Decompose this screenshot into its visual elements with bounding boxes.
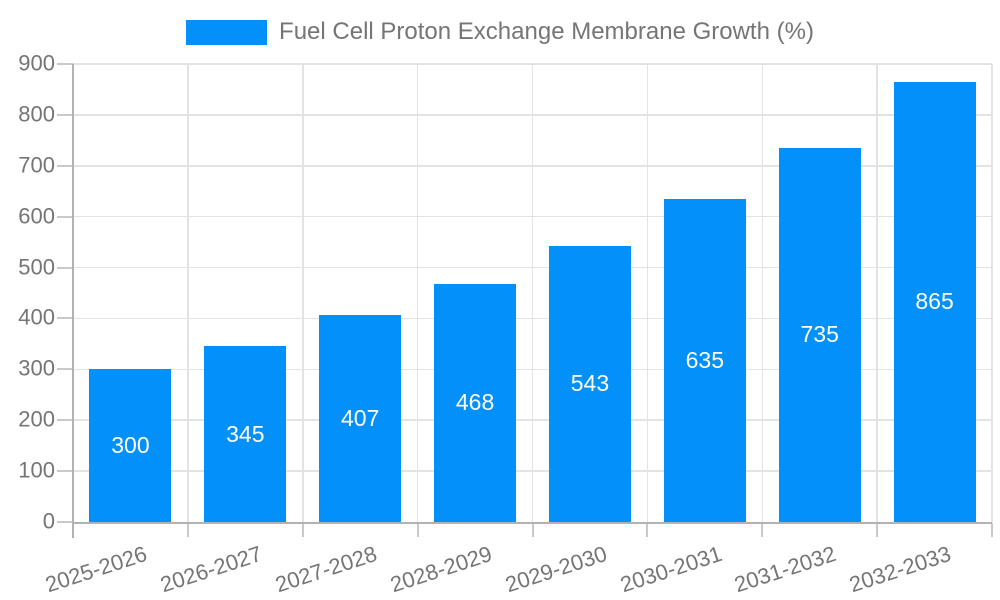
y-tick [57, 470, 73, 473]
y-tick-label: 400 [18, 304, 55, 330]
y-tick-label: 200 [18, 406, 55, 432]
legend-swatch-icon [186, 19, 268, 45]
bar[interactable]: 300 [89, 369, 172, 522]
x-axis-label: 2026-2027 [157, 541, 266, 598]
y-tick-label: 500 [18, 254, 55, 280]
x-tick [991, 523, 993, 537]
bar[interactable]: 635 [663, 198, 746, 522]
x-tick [301, 523, 304, 537]
bar[interactable]: 865 [893, 81, 976, 522]
grid-line-v [302, 64, 304, 522]
bar[interactable]: 543 [548, 245, 631, 522]
x-tick [531, 523, 534, 537]
x-tick [186, 523, 189, 537]
grid-line-v [187, 64, 189, 522]
grid-line-v [876, 64, 878, 522]
bar-value-label: 300 [111, 432, 150, 459]
x-axis-label: 2025-2026 [42, 541, 151, 598]
bar[interactable]: 735 [778, 147, 861, 522]
x-axis-label: 2027-2028 [272, 541, 380, 598]
y-tick [57, 215, 73, 218]
y-tick-label: 800 [18, 101, 55, 127]
y-tick [57, 419, 73, 422]
y-tick-label: 300 [18, 355, 55, 381]
bar-value-label: 468 [455, 389, 495, 416]
x-tick [761, 523, 764, 537]
y-tick-label: 100 [18, 457, 55, 483]
x-axis-label: 2031-2032 [731, 541, 840, 598]
bar-value-label: 865 [915, 288, 954, 315]
y-tick-label: 900 [18, 50, 55, 76]
y-tick [57, 521, 73, 523]
bar[interactable]: 468 [434, 283, 517, 522]
x-axis-label: 2029-2030 [501, 541, 610, 598]
y-tick [57, 368, 73, 371]
grid-line-v [646, 64, 649, 522]
bar-value-label: 543 [570, 370, 610, 397]
x-tick [416, 523, 419, 537]
legend: Fuel Cell Proton Exchange Membrane Growt… [0, 18, 1000, 46]
bar-value-label: 735 [800, 321, 839, 348]
y-tick [57, 63, 73, 65]
legend-label: Fuel Cell Proton Exchange Membrane Growt… [279, 18, 814, 45]
grid-line-v [761, 64, 763, 522]
y-tick [57, 164, 73, 167]
x-axis-label: 2032-2033 [846, 541, 955, 598]
bar-value-label: 407 [341, 404, 380, 431]
x-tick [646, 523, 649, 537]
y-axis-line [72, 64, 74, 538]
x-axis-label: 2030-2031 [616, 541, 725, 598]
legend-item[interactable]: Fuel Cell Proton Exchange Membrane Growt… [186, 18, 814, 46]
y-tick [57, 317, 73, 320]
grid-line-v [531, 64, 534, 522]
grid-line-v [416, 64, 419, 522]
x-axis-line [73, 522, 992, 524]
bar[interactable]: 345 [204, 346, 287, 522]
bar[interactable]: 407 [319, 314, 402, 522]
y-tick-label: 700 [18, 152, 55, 178]
grid-line-v [991, 64, 993, 522]
bar-value-label: 635 [685, 346, 724, 373]
y-tick-label: 0 [42, 508, 55, 534]
y-tick [57, 266, 73, 269]
y-tick [57, 113, 73, 116]
x-axis-label: 2028-2029 [386, 541, 495, 598]
bar-value-label: 345 [226, 420, 265, 447]
x-tick [876, 523, 879, 537]
y-tick-label: 600 [18, 203, 55, 229]
